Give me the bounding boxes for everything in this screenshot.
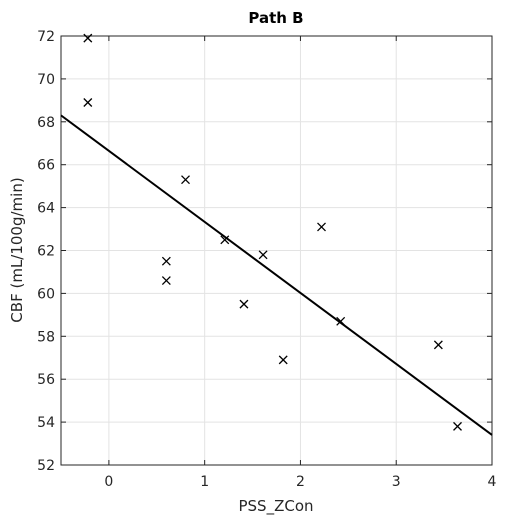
data-point	[239, 299, 249, 309]
data-markers	[83, 33, 462, 431]
data-point-stroke	[161, 276, 171, 285]
data-point	[258, 250, 268, 260]
data-point	[433, 340, 443, 350]
y-tick-label: 58	[37, 329, 55, 345]
data-point	[278, 355, 288, 365]
regression-line	[60, 114, 493, 436]
data-point	[181, 175, 190, 185]
data-point	[220, 235, 230, 245]
y-tick-label: 54	[37, 415, 55, 431]
data-point-stroke	[220, 235, 230, 245]
tick-labels: 0 1 2 3 4 52 54 56 58 60 62 64 66 68 70 72	[37, 29, 496, 490]
y-tick-label: 56	[37, 372, 55, 388]
data-point-stroke	[83, 33, 93, 43]
data-point-stroke	[161, 256, 171, 266]
x-tick-label: 2	[296, 474, 305, 490]
y-tick-label: 72	[37, 29, 55, 45]
data-point	[161, 256, 171, 266]
data-point-stroke	[278, 355, 288, 365]
x-tick-label: 1	[200, 474, 209, 490]
y-tick-label: 62	[37, 244, 55, 260]
y-tick-label: 52	[37, 458, 55, 474]
data-point-stroke	[433, 340, 443, 350]
y-tick-label: 66	[37, 158, 55, 174]
y-tick-label: 68	[37, 115, 55, 131]
y-tick-label: 70	[37, 72, 55, 88]
data-point	[83, 98, 93, 107]
data-point	[83, 33, 93, 43]
chart-title: Path B	[248, 9, 303, 27]
grid	[61, 35, 493, 466]
axis-ticks	[61, 35, 493, 466]
data-point-stroke	[83, 98, 93, 107]
data-point	[161, 276, 171, 285]
x-axis-label: PSS_ZCon	[238, 497, 313, 516]
data-point-stroke	[239, 299, 249, 309]
data-point-stroke	[181, 175, 190, 185]
data-point-stroke	[258, 250, 268, 260]
data-point-stroke	[453, 421, 462, 431]
data-point-stroke	[336, 316, 346, 326]
x-tick-label: 3	[392, 474, 401, 490]
data-point-stroke	[317, 222, 326, 232]
y-tick-label: 60	[37, 286, 55, 302]
x-tick-label: 0	[104, 474, 113, 490]
data-point	[336, 316, 346, 326]
y-axis-label: CBF (mL/100g/min)	[8, 177, 26, 322]
y-tick-label: 64	[37, 201, 55, 217]
data-point	[453, 421, 462, 431]
x-tick-label: 4	[488, 474, 497, 490]
data-point	[317, 222, 326, 232]
